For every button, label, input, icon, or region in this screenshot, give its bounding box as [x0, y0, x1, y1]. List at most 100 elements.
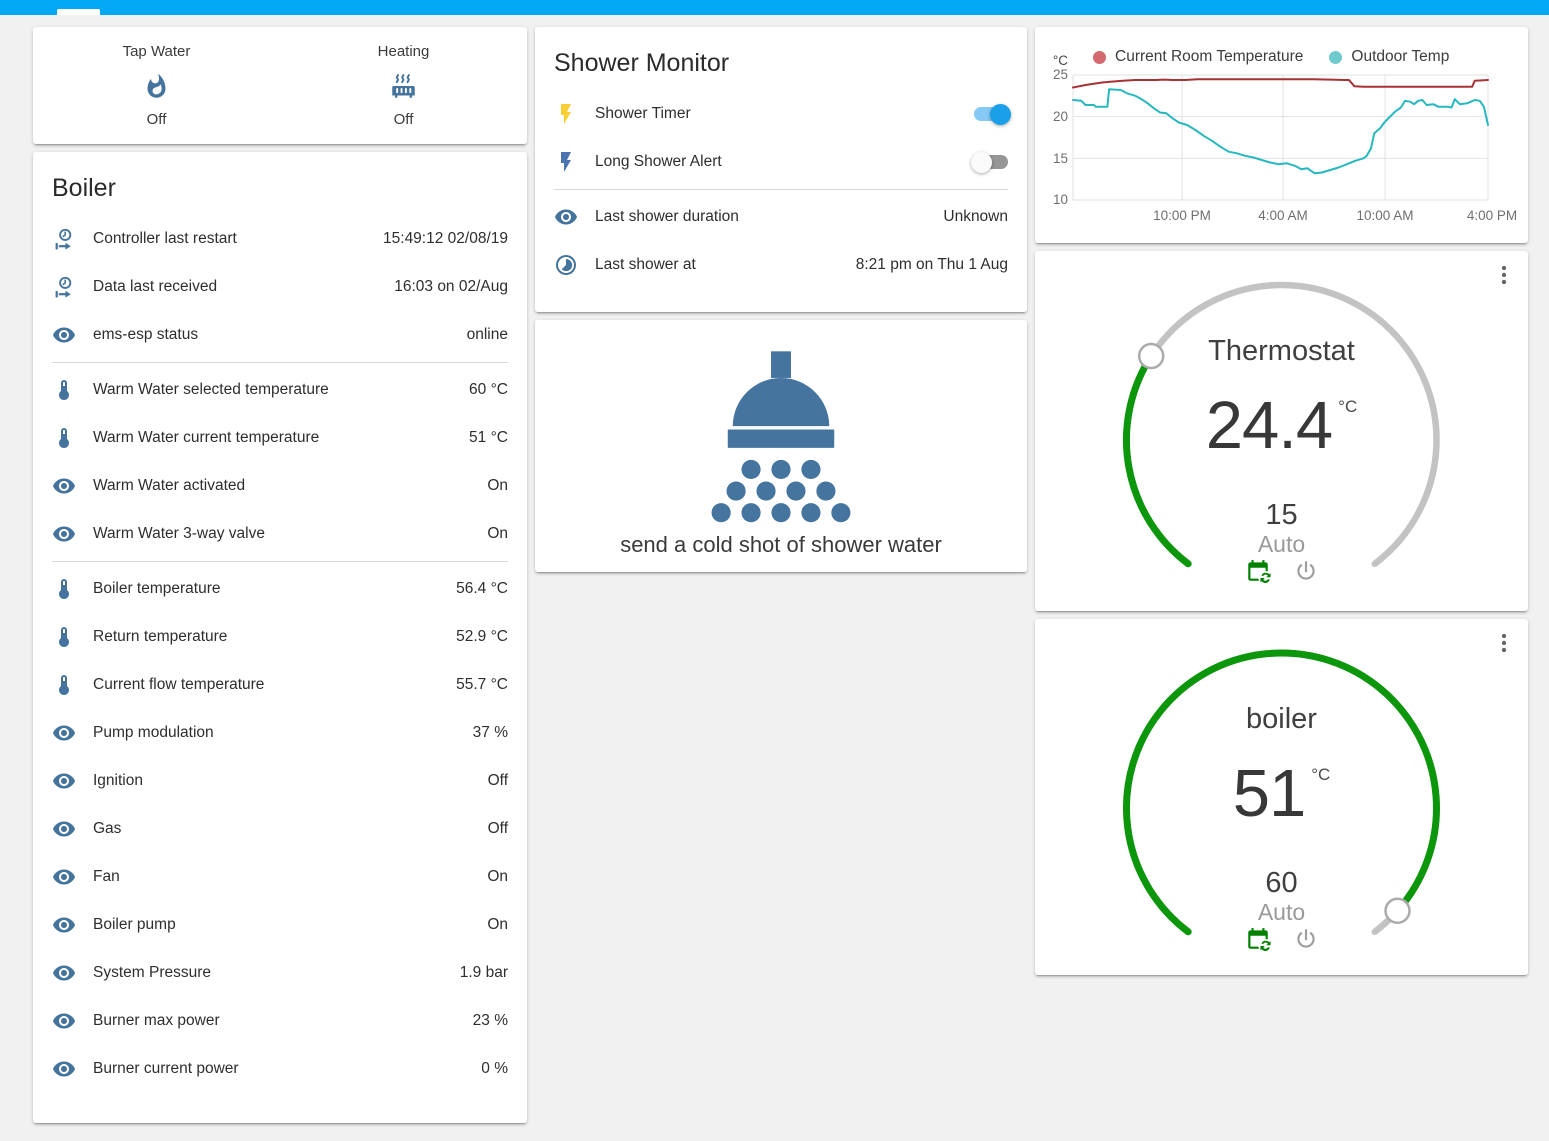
entity-label: Burner current power — [93, 1060, 239, 1077]
entity-row[interactable]: Last shower duration Unknown — [535, 193, 1027, 241]
entity-row[interactable]: Return temperature 52.9 °C — [33, 613, 527, 661]
shower-timer-toggle[interactable] — [974, 103, 1011, 125]
entity-label: Pump modulation — [93, 724, 214, 741]
glance-label: Tap Water — [122, 43, 191, 60]
x-tick: 4:00 PM — [1466, 208, 1518, 223]
thermometer-icon — [52, 426, 76, 450]
temperature-line-chart — [1072, 74, 1489, 201]
flash-icon — [554, 102, 578, 126]
entity-row[interactable]: Gas Off — [33, 805, 527, 853]
dial-handle[interactable] — [1137, 342, 1165, 370]
x-tick: 10:00 AM — [1356, 208, 1414, 223]
y-tick: 15 — [1052, 151, 1068, 166]
entity-row[interactable]: Ignition Off — [33, 757, 527, 805]
entity-label: ems-esp status — [93, 326, 199, 343]
entity-row[interactable]: Last shower at 8:21 pm on Thu 1 Aug — [535, 241, 1027, 289]
dots-vertical-icon[interactable] — [1492, 263, 1516, 287]
glance-item-tap-water[interactable]: Tap Water Off — [33, 43, 280, 128]
entity-row[interactable]: Shower Timer — [535, 90, 1027, 138]
entity-value: 15:49:12 02/08/19 — [383, 230, 508, 247]
current-temperature: 51 °C — [1035, 755, 1528, 832]
entity-value: 1.9 bar — [459, 964, 508, 981]
eye-icon — [52, 522, 76, 546]
entity-value: On — [487, 868, 508, 885]
entity-row[interactable]: Boiler temperature 56.4 °C — [33, 565, 527, 613]
entity-value: 0 % — [481, 1060, 508, 1077]
thermometer-icon — [52, 625, 76, 649]
glance-card: Tap Water Off Heating Off — [33, 27, 527, 144]
shower-monitor-card: Shower Monitor Shower Timer Long Shower … — [535, 27, 1027, 312]
eye-icon — [52, 323, 76, 347]
thermometer-icon — [52, 378, 76, 402]
entity-row[interactable]: Warm Water selected temperature 60 °C — [33, 366, 527, 414]
entity-row[interactable]: Warm Water activated On — [33, 462, 527, 510]
entity-row[interactable]: System Pressure 1.9 bar — [33, 949, 527, 997]
entity-value: online — [466, 326, 508, 343]
eye-icon — [52, 1009, 76, 1033]
card-title: Shower Monitor — [554, 49, 730, 77]
entity-row[interactable]: Controller last restart 15:49:12 02/08/1… — [33, 215, 527, 263]
legend-dot-outdoor-temp — [1329, 50, 1343, 64]
eye-icon — [52, 817, 76, 841]
entity-row[interactable]: Current flow temperature 55.7 °C — [33, 661, 527, 709]
entity-value: On — [487, 525, 508, 542]
calendar-sync-icon[interactable] — [1245, 558, 1271, 584]
shower-action-card[interactable]: send a cold shot of shower water — [535, 320, 1027, 572]
target-temperature: 15 — [1265, 499, 1298, 531]
toggle-thumb — [990, 103, 1011, 125]
entity-label: Return temperature — [93, 628, 228, 645]
long-shower-alert-toggle[interactable] — [971, 151, 1008, 173]
entity-row[interactable]: Warm Water current temperature 51 °C — [33, 414, 527, 462]
calendar-sync-icon[interactable] — [1245, 926, 1271, 952]
entity-label: Ignition — [93, 772, 143, 789]
thermometer-icon — [52, 673, 76, 697]
timelapse-icon — [554, 253, 578, 277]
y-tick: 20 — [1052, 109, 1068, 124]
entity-label: System Pressure — [93, 964, 212, 981]
entity-label: Fan — [93, 868, 120, 885]
card-title: Boiler — [52, 174, 116, 202]
clock-start-icon — [52, 275, 76, 299]
shower-action-caption: send a cold shot of shower water — [620, 532, 942, 557]
glance-item-heating[interactable]: Heating Off — [280, 43, 527, 128]
dial-actions — [1035, 558, 1528, 584]
hvac-mode: Auto — [1257, 899, 1306, 925]
entity-label: Warm Water 3-way valve — [93, 525, 265, 542]
temperature-number: 51 — [1232, 756, 1307, 831]
thermostat-dial — [1122, 281, 1440, 568]
entity-value: 16:03 on 02/Aug — [394, 278, 508, 295]
entity-value: 60 °C — [469, 381, 508, 398]
dots-vertical-icon[interactable] — [1492, 631, 1516, 655]
entity-row[interactable]: Burner current power 0 % — [33, 1045, 527, 1093]
entity-row[interactable]: Burner max power 23 % — [33, 997, 527, 1045]
entity-row[interactable]: ems-esp status online — [33, 311, 527, 359]
power-icon[interactable] — [1293, 926, 1319, 952]
entity-row[interactable]: Boiler pump On — [33, 901, 527, 949]
temperature-history-card: °C Current Room Temperature Outdoor Temp… — [1035, 27, 1528, 243]
entity-row[interactable]: Long Shower Alert — [535, 138, 1027, 186]
entity-value: Off — [487, 820, 508, 837]
entity-label: Current flow temperature — [93, 676, 265, 693]
shower-head-icon — [711, 351, 851, 523]
entity-label: Gas — [93, 820, 122, 837]
boiler-card: Boiler Controller last restart 15:49:12 … — [33, 152, 527, 1123]
entity-label: Warm Water current temperature — [93, 429, 320, 446]
active-tab-indicator[interactable] — [57, 9, 100, 15]
y-tick: 25 — [1052, 67, 1068, 82]
x-tick: 10:00 PM — [1153, 208, 1211, 223]
eye-icon — [52, 1057, 76, 1081]
chart-legend: Current Room Temperature Outdoor Temp — [1093, 48, 1449, 66]
entity-row[interactable]: Warm Water 3-way valve On — [33, 510, 527, 558]
glance-state: Off — [393, 111, 414, 128]
dial-handle[interactable] — [1384, 897, 1411, 925]
dial-title: Thermostat — [1208, 335, 1355, 367]
entity-label: Shower Timer — [595, 105, 691, 122]
entity-row[interactable]: Fan On — [33, 853, 527, 901]
legend-item: Outdoor Temp — [1329, 48, 1449, 66]
entity-label: Long Shower Alert — [595, 153, 722, 170]
power-icon[interactable] — [1293, 558, 1319, 584]
entity-row[interactable]: Data last received 16:03 on 02/Aug — [33, 263, 527, 311]
entity-row[interactable]: Pump modulation 37 % — [33, 709, 527, 757]
temperature-unit: °C — [1311, 765, 1331, 784]
